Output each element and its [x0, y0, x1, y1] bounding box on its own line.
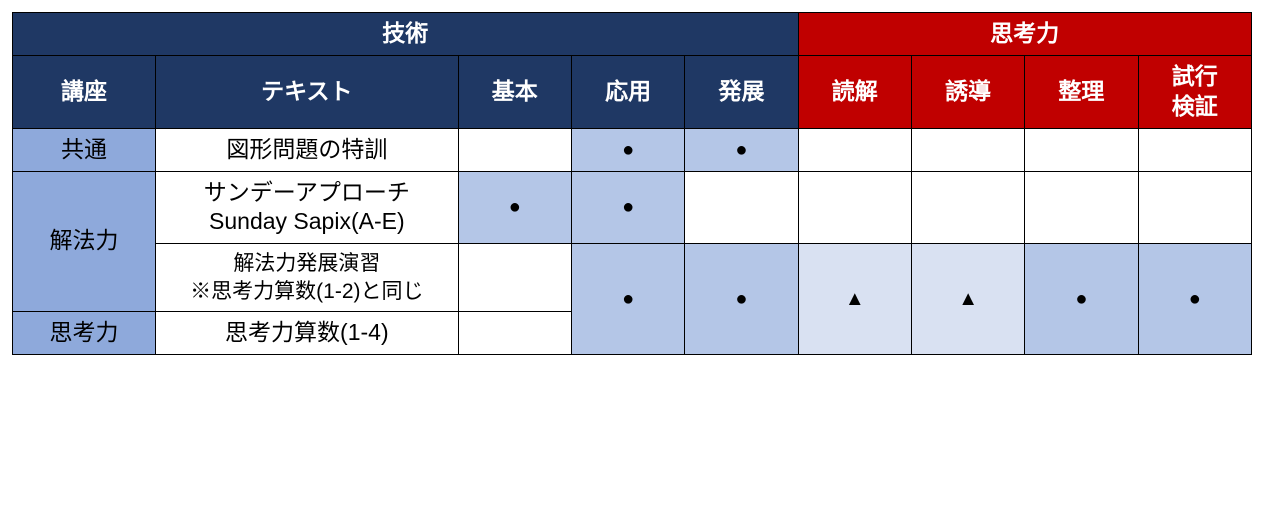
header-yuudou: 誘導 — [911, 55, 1024, 128]
header-group-think: 思考力 — [798, 13, 1251, 56]
row4-text: 思考力算数(1-4) — [156, 311, 459, 354]
row4-kouza: 思考力 — [13, 311, 156, 354]
row2-c2 — [685, 171, 798, 244]
header-dokkai: 読解 — [798, 55, 911, 128]
row2-c6 — [1138, 171, 1251, 244]
row1-c3 — [798, 128, 911, 171]
row1-c6 — [1138, 128, 1251, 171]
row1-text: 図形問題の特訓 — [156, 128, 459, 171]
row2-c4 — [911, 171, 1024, 244]
row3-c-kihon — [458, 244, 571, 312]
row1-kouza: 共通 — [13, 128, 156, 171]
row1-c0 — [458, 128, 571, 171]
header-shikou: 試行 検証 — [1138, 55, 1251, 128]
row34-c-yuudou: ▲ — [911, 244, 1024, 354]
row4-c-kihon — [458, 311, 571, 354]
row2-text: サンデーアプローチ Sunday Sapix(A-E) — [156, 171, 459, 244]
row34-c-shikou: ● — [1138, 244, 1251, 354]
row34-c-hatten: ● — [685, 244, 798, 354]
row2-c5 — [1025, 171, 1138, 244]
row34-c-ouyou: ● — [571, 244, 684, 354]
header-ouyou: 応用 — [571, 55, 684, 128]
row3-text: 解法力発展演習 ※思考力算数(1-2)と同じ — [156, 244, 459, 312]
row1-c1: ● — [571, 128, 684, 171]
row1-c4 — [911, 128, 1024, 171]
header-text: テキスト — [156, 55, 459, 128]
header-hatten: 発展 — [685, 55, 798, 128]
header-group-tech: 技術 — [13, 13, 799, 56]
table-row: 解法力発展演習 ※思考力算数(1-2)と同じ ● ● ▲ ▲ ● ● — [13, 244, 1252, 312]
header-row-1: 技術 思考力 — [13, 13, 1252, 56]
row2-c3 — [798, 171, 911, 244]
table-row: 共通 図形問題の特訓 ● ● — [13, 128, 1252, 171]
table-row: 解法力 サンデーアプローチ Sunday Sapix(A-E) ● ● — [13, 171, 1252, 244]
row2-kouza: 解法力 — [13, 171, 156, 311]
header-seiri: 整理 — [1025, 55, 1138, 128]
row34-c-dokkai: ▲ — [798, 244, 911, 354]
header-kouza: 講座 — [13, 55, 156, 128]
row1-c2: ● — [685, 128, 798, 171]
header-row-2: 講座 テキスト 基本 応用 発展 読解 誘導 整理 試行 検証 — [13, 55, 1252, 128]
row2-c1: ● — [571, 171, 684, 244]
course-skill-table: 技術 思考力 講座 テキスト 基本 応用 発展 読解 誘導 整理 試行 検証 共… — [12, 12, 1252, 355]
header-kihon: 基本 — [458, 55, 571, 128]
row1-c5 — [1025, 128, 1138, 171]
row2-c0: ● — [458, 171, 571, 244]
row34-c-seiri: ● — [1025, 244, 1138, 354]
